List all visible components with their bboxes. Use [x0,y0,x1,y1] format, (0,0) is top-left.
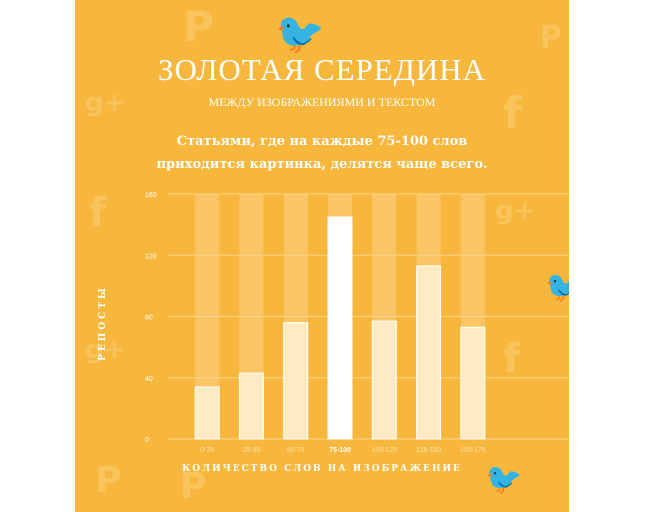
bar [194,386,220,440]
y-tick-label: 40 [145,376,153,383]
bar-chart: 0 40 80 120 160 0-25 25-50 50-75 75-100 100-125 12… [145,192,568,454]
pinterest-icon: P [95,460,122,501]
y-axis-label: РЕПОСТЫ [98,285,108,361]
pinterest-icon: P [183,2,214,51]
bar [371,320,397,440]
facebook-icon: f [503,336,521,382]
infographic-card: P 🐦 P g+ f f g+ 🐦 g+ f P 🐦 P ЗОЛОТАЯ СЕР… [75,0,569,512]
y-tick-label: 0 [145,437,149,444]
y-tick-label: 80 [145,315,153,322]
x-tick-label: 125-150 [416,447,442,454]
facebook-icon: f [503,88,523,139]
google-plus-icon: g+ [85,88,126,118]
x-tick-label: 0-25 [200,447,214,454]
twitter-icon: 🐦 [545,270,569,305]
bar [460,326,486,440]
pinterest-icon: P [540,20,562,55]
bar [238,372,264,440]
x-tick-label: 150-175 [460,447,486,454]
google-plus-icon: g+ [495,196,536,226]
y-tick-label: 120 [145,253,157,260]
x-tick-label: 50-75 [287,447,305,454]
headline: Статьями, где на каждые 75-100 слов прих… [105,130,539,176]
pinterest-icon: P [180,466,207,507]
page-title: ЗОЛОТАЯ СЕРЕДИНА [157,52,487,87]
bar [416,265,442,440]
bar [283,322,309,440]
x-axis-label: КОЛИЧЕСТВО СЛОВ НА ИЗОБРАЖЕНИЕ [182,464,462,474]
headline-line: Статьями, где на каждые 75-100 слов [176,134,468,149]
x-tick-label: 100-125 [371,447,397,454]
twitter-icon: 🐦 [275,11,325,57]
x-tick-label: 75-100 [329,447,351,454]
x-tick-label: 25-50 [242,447,260,454]
bar [327,216,353,440]
facebook-icon: f [89,190,107,236]
y-tick-label: 160 [145,192,157,199]
headline-line: приходится картинка, делятся чаще всего. [156,157,488,172]
google-plus-icon: g+ [85,335,126,365]
page-subtitle: МЕЖДУ ИЗОБРАЖЕНИЯМИ И ТЕКСТОМ [208,95,436,109]
twitter-icon: 🐦 [485,462,523,497]
